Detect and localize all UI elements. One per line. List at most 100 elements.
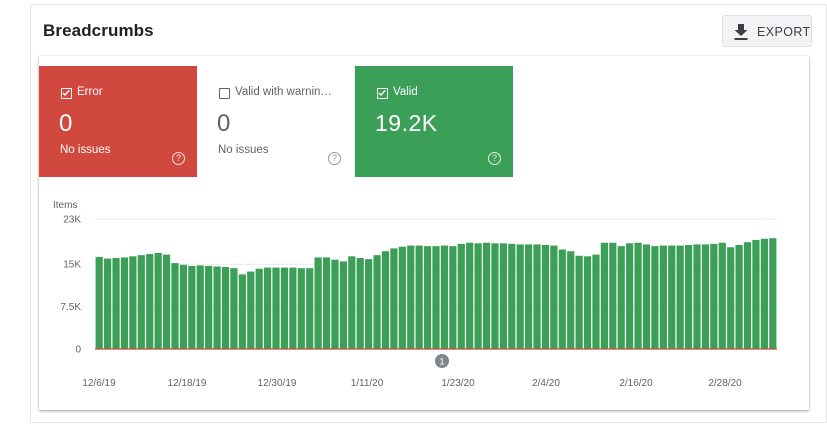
chart-area: Items 0 7.5K 15K 23K 1 12/6/19 12/18/19 12/30/19… [39, 177, 809, 410]
chart-bar [146, 254, 154, 349]
chart-bar [365, 259, 373, 349]
chart-bar [642, 244, 651, 349]
chart-bar [760, 238, 768, 349]
chart-bar [255, 268, 263, 349]
warning-tile-label: Valid with warnin… [235, 86, 332, 98]
chart-bar [558, 249, 566, 349]
page-title: Breadcrumbs [43, 21, 154, 40]
chart-bar [112, 258, 120, 349]
chart-bar [390, 248, 398, 349]
chart-bar [466, 242, 474, 349]
chart-bar [735, 245, 743, 349]
chart-bar [221, 267, 230, 349]
download-icon [734, 24, 748, 40]
chart-bar [314, 257, 322, 349]
export-button[interactable]: EXPORT [722, 15, 812, 47]
x-tick-label: 12/18/19 [168, 378, 207, 389]
y-tick-label: 15K [63, 260, 81, 271]
chart-bar [432, 246, 440, 349]
error-subtext: No issues [60, 144, 111, 156]
valid-count: 19.2K [375, 110, 438, 136]
chart-bar [710, 243, 718, 349]
chart-bar [179, 264, 188, 349]
chart-bar [575, 255, 583, 349]
chart-bar [693, 244, 701, 349]
annotation-marker [435, 354, 449, 368]
chart-bar [188, 265, 196, 349]
chart-bar [171, 263, 179, 349]
help-icon[interactable]: ? [328, 152, 341, 165]
warning-tile[interactable]: Valid with warnin… 0 No issues ? [197, 66, 355, 177]
x-tick-label: 12/30/19 [258, 378, 297, 389]
chart-bar [120, 257, 129, 349]
chart-bar [457, 243, 465, 349]
chart-bar [743, 242, 752, 349]
status-card: Error 0 No issues ? Valid with warnin… 0… [39, 56, 809, 410]
error-count: 0 [59, 110, 73, 137]
chart-bar [567, 251, 575, 349]
x-tick-label: 12/6/19 [82, 378, 116, 389]
chart-bar [491, 243, 499, 349]
help-icon[interactable]: ? [172, 152, 185, 165]
chart-bar [727, 247, 735, 349]
chart-bar [398, 246, 406, 349]
chart-bar [701, 244, 710, 349]
error-tile[interactable]: Error 0 No issues ? [39, 66, 197, 177]
x-tick-label: 2/16/20 [619, 378, 653, 389]
chart-bar [474, 243, 482, 349]
chart-bar [617, 246, 625, 349]
items-bar-chart: Items 0 7.5K 15K 23K 1 12/6/19 12/18/19 12/30/19… [53, 200, 777, 389]
valid-tile[interactable]: Valid 19.2K ? [355, 66, 513, 177]
x-tick-label: 2/4/20 [532, 378, 560, 389]
chart-bar [348, 256, 356, 349]
chart-bar [508, 243, 516, 349]
chart-bar [205, 265, 213, 349]
chart-bar [263, 267, 272, 349]
chart-bar [356, 258, 364, 349]
chart-bar [162, 254, 171, 349]
chart-bar [499, 243, 507, 349]
chart-bar [196, 265, 204, 349]
y-axis-label: Items [53, 200, 77, 211]
help-icon[interactable]: ? [488, 152, 501, 165]
chart-bar [482, 242, 491, 349]
chart-bar [423, 246, 432, 349]
chart-bar [541, 245, 550, 349]
chart-bar [381, 251, 390, 349]
chart-bar [104, 258, 112, 349]
chart-bar [213, 266, 221, 349]
valid-tile-label: Valid [393, 86, 418, 98]
chart-bar [668, 245, 676, 349]
chart-bar [339, 261, 347, 349]
chart-bar [154, 252, 162, 349]
y-tick-label: 23K [63, 215, 81, 226]
annotation-label: 1 [439, 357, 444, 368]
valid-checkbox-icon[interactable] [377, 88, 388, 99]
chart-bar [600, 242, 609, 349]
chart-bar [272, 267, 280, 349]
chart-bar [449, 246, 457, 349]
y-tick-label: 7.5K [60, 302, 81, 313]
chart-bar [230, 268, 238, 349]
warning-checkbox-icon[interactable] [219, 88, 230, 99]
export-label: EXPORT [757, 25, 811, 39]
chart-bar [684, 245, 693, 349]
chart-bar [238, 274, 246, 349]
chart-bar [247, 271, 255, 349]
error-checkbox-icon[interactable] [61, 88, 72, 99]
chart-bar [280, 267, 289, 349]
chart-bar [626, 243, 634, 349]
chart-bar [651, 246, 659, 349]
chart-bar [306, 268, 314, 349]
warning-subtext: No issues [218, 144, 269, 156]
chart-bar [289, 267, 297, 349]
y-tick-label: 0 [75, 345, 81, 356]
chart-bar [583, 256, 592, 349]
chart-bar [137, 255, 145, 349]
chart-bar [322, 257, 331, 349]
chart-bar [550, 245, 558, 349]
chart-bar [533, 244, 541, 349]
warning-count: 0 [217, 110, 231, 137]
chart-bar [634, 242, 642, 349]
chart-bar [752, 239, 760, 349]
